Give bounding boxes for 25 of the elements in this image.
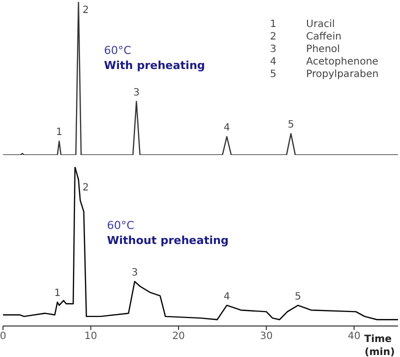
annotation: 1	[54, 288, 61, 300]
annotation: 5	[294, 291, 302, 302]
annotation: Without preheating	[107, 233, 229, 248]
text: 2 Caffein	[270, 32, 342, 42]
x-tick-label: 20	[172, 331, 185, 342]
x-tick-label: 10	[84, 331, 98, 342]
annotation: 4	[224, 291, 230, 302]
annotation: 2	[82, 182, 89, 194]
annotation: 2	[82, 5, 89, 16]
x-axis-title: Time (min)	[361, 334, 395, 357]
text: 1 Uracil	[270, 19, 335, 30]
annotation: 5	[288, 120, 294, 131]
annotation: 4	[224, 122, 230, 134]
x-tick-label: 40	[348, 331, 360, 342]
text: 4 Acetophenone	[270, 56, 378, 68]
text: 3 Phenol	[270, 44, 340, 55]
annotation: 60°C	[107, 218, 136, 233]
annotation: 3	[131, 267, 138, 278]
annotation: With preheating	[104, 58, 206, 73]
annotation: 3	[133, 87, 140, 98]
annotation: 60°C	[104, 43, 132, 58]
x-tick-label: 30	[260, 331, 273, 342]
text: 5 Propylparaben	[270, 69, 379, 80]
annotation: 1	[56, 127, 62, 138]
x-tick-label: 0	[0, 331, 6, 342]
